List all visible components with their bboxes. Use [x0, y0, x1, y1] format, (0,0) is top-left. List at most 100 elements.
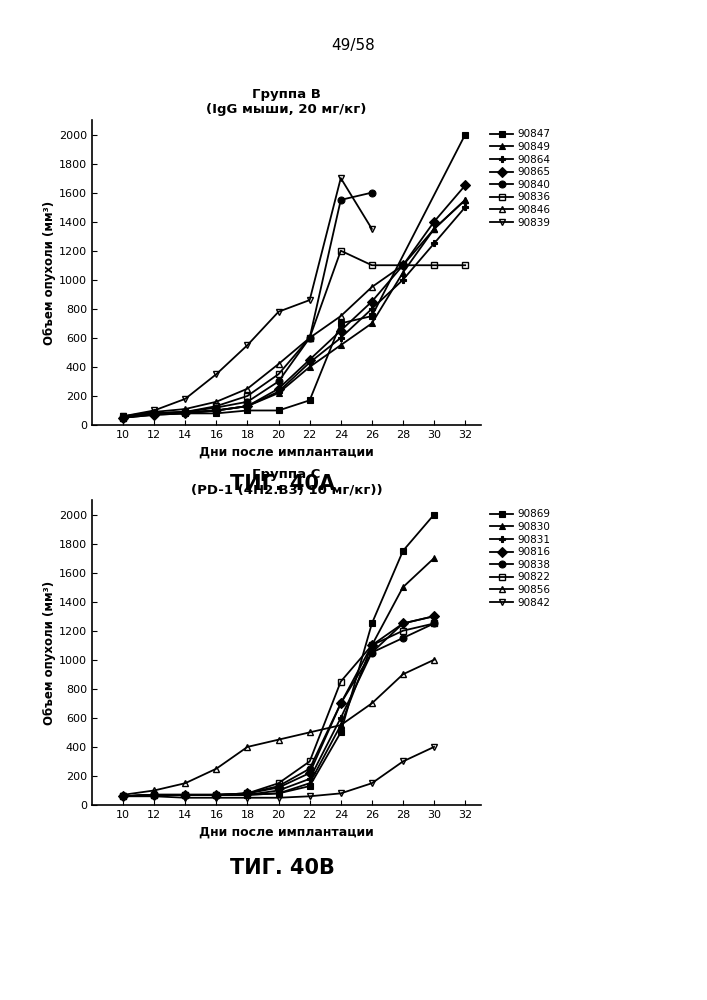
90840	[243, 396, 252, 408]
90842	[399, 755, 407, 767]
90830	[181, 789, 189, 801]
90830	[368, 639, 376, 651]
Line: 90822: 90822	[119, 620, 438, 800]
90869	[430, 509, 438, 521]
90846	[461, 194, 469, 206]
90847	[368, 310, 376, 322]
90822	[274, 777, 283, 789]
90865	[243, 400, 252, 412]
90865	[305, 354, 314, 366]
Line: 90831: 90831	[119, 613, 438, 800]
90847	[305, 394, 314, 406]
90842	[368, 777, 376, 789]
Text: 49/58: 49/58	[332, 38, 375, 53]
Title: Группа С
(PD-1 (4H2.B3) 10 мг/кг)): Группа С (PD-1 (4H2.B3) 10 мг/кг))	[190, 468, 382, 496]
90831	[150, 789, 158, 801]
90839	[305, 294, 314, 306]
90822	[243, 787, 252, 799]
90836	[430, 259, 438, 271]
90816	[274, 782, 283, 794]
90831	[399, 617, 407, 629]
90822	[150, 789, 158, 801]
90846	[119, 410, 127, 422]
Line: 90849: 90849	[119, 196, 469, 421]
90847	[150, 407, 158, 419]
Line: 90840: 90840	[119, 189, 375, 421]
90869	[274, 787, 283, 799]
90831	[274, 784, 283, 796]
90849	[150, 407, 158, 419]
90842	[212, 792, 221, 804]
Line: 90869: 90869	[119, 511, 438, 800]
90856	[274, 734, 283, 746]
X-axis label: Дни после имплантации: Дни после имплантации	[199, 445, 374, 458]
90822	[337, 676, 345, 688]
Line: 90836: 90836	[119, 247, 469, 421]
90865	[399, 259, 407, 271]
90865	[181, 407, 189, 419]
90864	[337, 332, 345, 344]
90838	[274, 780, 283, 792]
90869	[305, 780, 314, 792]
90864	[461, 201, 469, 213]
90839	[337, 172, 345, 184]
90847	[274, 404, 283, 416]
90869	[212, 789, 221, 801]
90864	[305, 357, 314, 369]
Legend: 90847, 90849, 90864, 90865, 90840, 90836, 90846, 90839: 90847, 90849, 90864, 90865, 90840, 90836…	[486, 125, 554, 232]
90822	[399, 625, 407, 637]
Text: ΤИГ. 40В: ΤИГ. 40В	[230, 858, 335, 878]
90836	[181, 406, 189, 418]
90830	[150, 789, 158, 801]
90838	[337, 697, 345, 709]
90830	[119, 790, 127, 802]
Line: 90846: 90846	[119, 196, 469, 420]
90840	[274, 375, 283, 387]
Y-axis label: Объем опухоли (мм³): Объем опухоли (мм³)	[43, 200, 56, 345]
Line: 90842: 90842	[119, 743, 438, 801]
90849	[337, 339, 345, 351]
90846	[337, 310, 345, 322]
90846	[150, 406, 158, 418]
90836	[243, 390, 252, 402]
90842	[430, 741, 438, 753]
90849	[399, 266, 407, 278]
Title: Группа В
(IgG мыши, 20 мг/кг): Группа В (IgG мыши, 20 мг/кг)	[206, 88, 366, 116]
90864	[243, 400, 252, 412]
90842	[305, 790, 314, 802]
90822	[119, 790, 127, 802]
X-axis label: Дни после имплантации: Дни после имплантации	[199, 825, 374, 838]
90838	[368, 646, 376, 658]
90842	[274, 792, 283, 804]
90840	[119, 412, 127, 424]
90830	[212, 789, 221, 801]
90865	[337, 325, 345, 337]
90831	[430, 610, 438, 622]
90839	[368, 223, 376, 235]
90846	[212, 396, 221, 408]
90830	[337, 719, 345, 731]
90865	[368, 296, 376, 308]
Line: 90830: 90830	[119, 555, 438, 800]
90838	[305, 763, 314, 775]
90856	[399, 668, 407, 680]
90846	[430, 223, 438, 235]
90856	[150, 784, 158, 796]
90856	[305, 726, 314, 738]
90831	[305, 773, 314, 785]
90840	[181, 406, 189, 418]
90836	[212, 400, 221, 412]
90840	[150, 407, 158, 419]
90869	[243, 789, 252, 801]
90847	[181, 407, 189, 419]
90822	[368, 639, 376, 651]
Line: 90856: 90856	[119, 656, 438, 798]
90849	[430, 223, 438, 235]
90830	[274, 787, 283, 799]
90838	[399, 632, 407, 644]
90864	[274, 386, 283, 398]
90864	[430, 237, 438, 249]
90840	[337, 194, 345, 206]
90869	[181, 789, 189, 801]
90839	[212, 368, 221, 380]
